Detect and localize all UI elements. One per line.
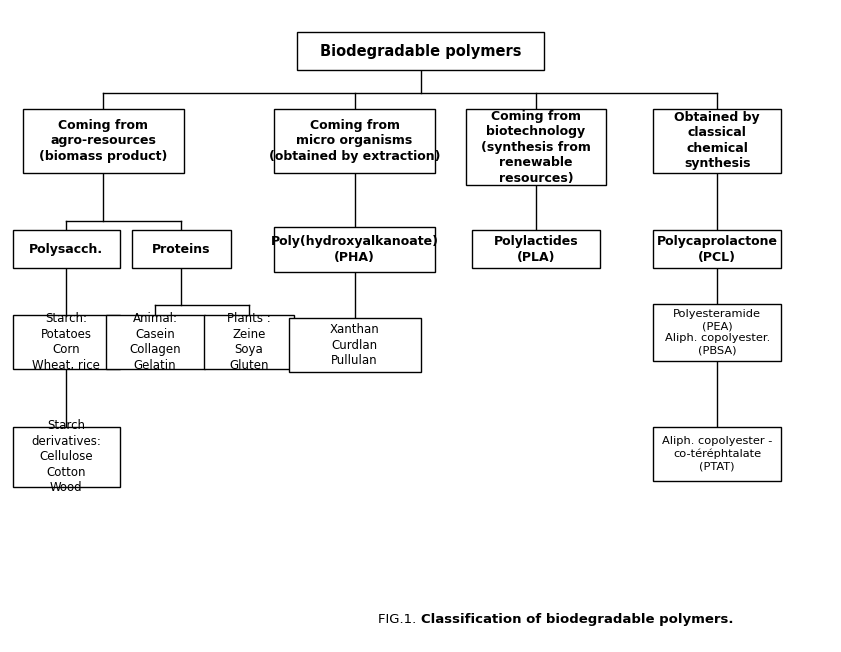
Text: Obtained by
classical
chemical
synthesis: Obtained by classical chemical synthesis (674, 111, 760, 170)
Text: Aliph. copolyester -
co-téréphtalate
(PTAT): Aliph. copolyester - co-téréphtalate (PT… (662, 436, 772, 471)
Text: Polysacch.: Polysacch. (29, 243, 103, 256)
FancyBboxPatch shape (274, 109, 435, 173)
FancyBboxPatch shape (472, 230, 600, 269)
FancyBboxPatch shape (297, 32, 544, 70)
Text: Polyesteramide
(PEA)
Aliph. copolyester.
(PBSA): Polyesteramide (PEA) Aliph. copolyester.… (664, 310, 770, 355)
Text: Polylactides
(PLA): Polylactides (PLA) (494, 235, 579, 263)
Text: Classification of biodegradable polymers.: Classification of biodegradable polymers… (420, 614, 733, 627)
Text: Starch:
Potatoes
Corn
Wheat, rice: Starch: Potatoes Corn Wheat, rice (32, 312, 100, 372)
Text: Plants :
Zeine
Soya
Gluten: Plants : Zeine Soya Gluten (227, 312, 271, 372)
Text: Starch
derivatives:
Cellulose
Cotton
Wood: Starch derivatives: Cellulose Cotton Woo… (31, 419, 101, 494)
Text: Coming from
micro organisms
(obtained by extraction): Coming from micro organisms (obtained by… (269, 119, 441, 163)
FancyBboxPatch shape (204, 315, 294, 369)
FancyBboxPatch shape (13, 230, 119, 269)
FancyBboxPatch shape (653, 426, 781, 481)
Text: Polycaprolactone
(PCL): Polycaprolactone (PCL) (657, 235, 778, 263)
Text: Biodegradable polymers: Biodegradable polymers (320, 44, 521, 59)
FancyBboxPatch shape (23, 109, 183, 173)
FancyBboxPatch shape (13, 426, 119, 487)
FancyBboxPatch shape (274, 227, 435, 272)
FancyBboxPatch shape (653, 109, 781, 173)
FancyBboxPatch shape (13, 315, 119, 369)
FancyBboxPatch shape (106, 315, 204, 369)
Text: Animal:
Casein
Collagen
Gelatin: Animal: Casein Collagen Gelatin (130, 312, 181, 372)
FancyBboxPatch shape (653, 230, 781, 269)
FancyBboxPatch shape (653, 304, 781, 361)
Text: Xanthan
Curdlan
Pullulan: Xanthan Curdlan Pullulan (330, 323, 379, 367)
Text: Poly(hydroxyalkanoate)
(PHA): Poly(hydroxyalkanoate) (PHA) (271, 235, 438, 263)
FancyBboxPatch shape (132, 230, 231, 269)
Text: FIG.1.: FIG.1. (378, 614, 420, 627)
Text: Proteins: Proteins (152, 243, 211, 256)
Text: Coming from
agro-resources
(biomass product): Coming from agro-resources (biomass prod… (39, 119, 167, 163)
Text: Coming from
biotechnology
(synthesis from
renewable
resources): Coming from biotechnology (synthesis fro… (481, 110, 591, 185)
FancyBboxPatch shape (288, 318, 420, 372)
FancyBboxPatch shape (466, 109, 606, 185)
